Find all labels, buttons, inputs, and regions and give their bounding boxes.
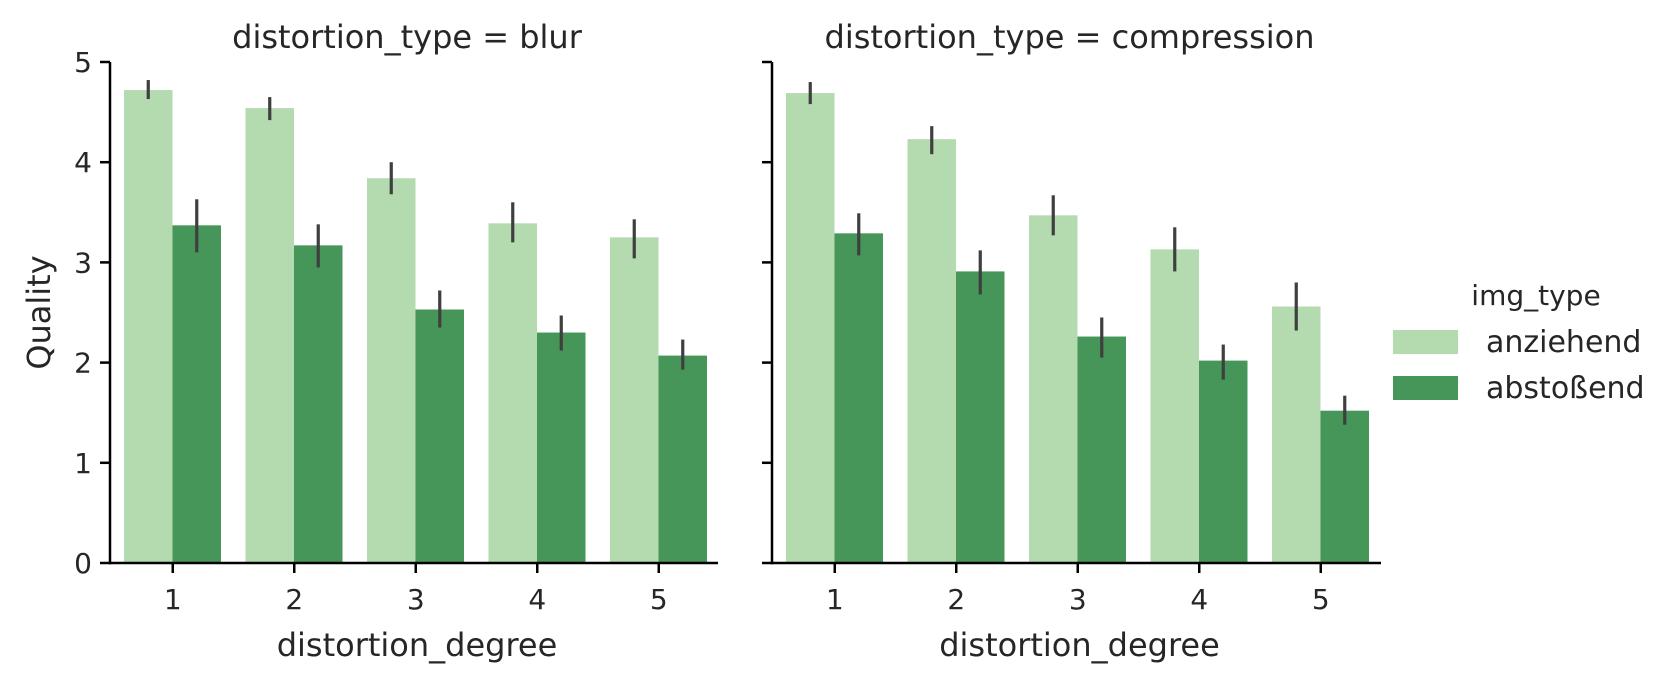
x-tick-label: 1 xyxy=(826,583,844,616)
y-tick-label: 5 xyxy=(74,46,92,79)
bar-abstoßend-1 xyxy=(834,233,883,564)
bar-anziehend-2 xyxy=(907,139,956,564)
bar-abstoßend-4 xyxy=(537,332,586,563)
bar-abstoßend-5 xyxy=(658,355,707,563)
legend-title: img_type xyxy=(1471,279,1600,312)
bar-anziehend-1 xyxy=(124,90,173,563)
bar-abstoßend-2 xyxy=(294,245,343,563)
x-tick-label: 3 xyxy=(407,583,425,616)
x-tick-label: 4 xyxy=(528,583,546,616)
x-tick-label: 1 xyxy=(164,583,182,616)
bar-anziehend-1 xyxy=(786,93,835,563)
legend: img_type anziehend abstoßend xyxy=(1393,279,1645,406)
bar-abstoßend-3 xyxy=(1077,336,1126,563)
facet-title: distortion_type = compression xyxy=(825,18,1315,56)
facet-panel-1: 1 2 3 4 5 0 1 2 3 4 5 distortion_type = blur distort… xyxy=(74,18,718,664)
bar-abstoßend-5 xyxy=(1320,410,1369,563)
legend-label-anziehend: anziehend xyxy=(1486,325,1641,360)
x-axis-title: distortion_degree xyxy=(939,626,1220,664)
legend-swatch-abstoßend xyxy=(1393,376,1458,400)
legend-label-abstoßend: abstoßend xyxy=(1486,371,1645,406)
x-tick-label: 5 xyxy=(650,583,668,616)
y-axis-title: Quality xyxy=(20,255,58,369)
facet-title: distortion_type = blur xyxy=(232,18,583,56)
facet-panel-2: 1 2 3 4 5 distortion_type = compression distor… xyxy=(762,18,1381,664)
bar-anziehend-3 xyxy=(1029,215,1078,563)
bar-anziehend-4 xyxy=(1150,249,1199,563)
bar-abstoßend-3 xyxy=(415,309,464,563)
bar-abstoßend-4 xyxy=(1199,360,1248,563)
x-tick-label: 2 xyxy=(947,583,965,616)
x-tick-label: 5 xyxy=(1312,583,1330,616)
x-tick-label: 4 xyxy=(1190,583,1208,616)
y-tick-label: 0 xyxy=(74,547,92,580)
bar-anziehend-4 xyxy=(488,223,537,563)
x-tick-label: 2 xyxy=(285,583,303,616)
y-tick-label: 3 xyxy=(74,246,92,279)
y-tick-label: 4 xyxy=(74,146,92,179)
bar-anziehend-5 xyxy=(610,237,659,563)
x-axis-title: distortion_degree xyxy=(277,626,558,664)
y-tick-label: 2 xyxy=(74,347,92,380)
bar-abstoßend-1 xyxy=(172,225,221,564)
bar-anziehend-5 xyxy=(1272,306,1321,563)
x-tick-label: 3 xyxy=(1069,583,1087,616)
bar-anziehend-2 xyxy=(245,108,294,563)
y-tick-label: 1 xyxy=(74,447,92,480)
bar-anziehend-3 xyxy=(367,178,416,563)
bar-abstoßend-2 xyxy=(956,271,1005,563)
legend-swatch-anziehend xyxy=(1393,330,1458,354)
